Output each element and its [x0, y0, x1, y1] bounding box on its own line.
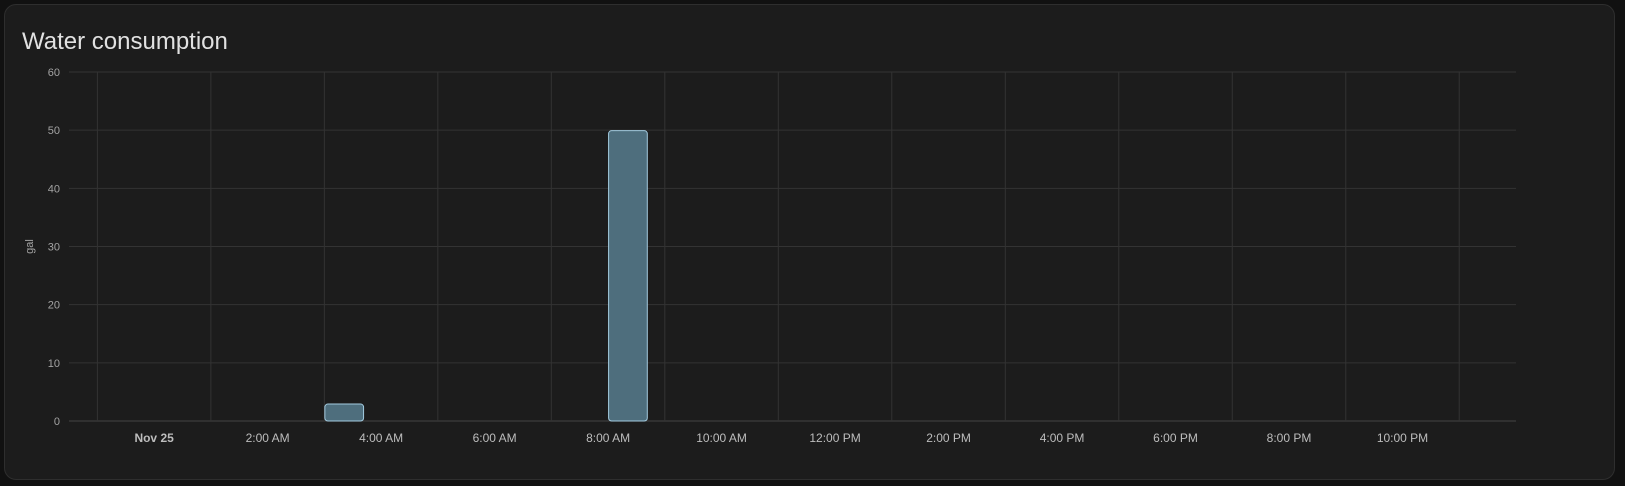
bar-chart: 0 10 20 30 40 50 60 Nov 25 2:00 AM 4:00 AM 6:00 A… — [24, 67, 1516, 445]
x-tick-label: 4:00 AM — [359, 431, 403, 445]
y-tick-label: 20 — [48, 300, 60, 312]
y-tick-label: 0 — [54, 416, 60, 428]
x-tick-label: 10:00 PM — [1377, 431, 1428, 445]
x-tick-label: 6:00 PM — [1153, 431, 1198, 445]
y-tick-label: 10 — [48, 358, 60, 370]
y-tick-label: 50 — [48, 125, 60, 137]
bar[interactable] — [608, 130, 648, 422]
card-title: Water consumption — [22, 28, 228, 55]
x-tick-label: 2:00 AM — [246, 431, 290, 445]
y-tick-label: 60 — [48, 67, 60, 79]
y-axis-ticks: 0 10 20 30 40 50 60 — [48, 67, 60, 428]
y-tick-label: 40 — [48, 183, 60, 195]
y-tick-label: 30 — [48, 242, 60, 254]
grid-lines — [69, 71, 1516, 422]
x-tick-label: 2:00 PM — [926, 431, 971, 445]
x-tick-label: 12:00 PM — [809, 431, 860, 445]
y-axis-label: gal — [24, 239, 36, 254]
x-tick-label: 8:00 PM — [1267, 431, 1312, 445]
bar[interactable] — [324, 403, 365, 422]
x-tick-label: 4:00 PM — [1040, 431, 1085, 445]
x-tick-label: 8:00 AM — [586, 431, 630, 445]
bars — [324, 130, 648, 422]
x-tick-label: 10:00 AM — [696, 431, 747, 445]
x-tick-label: Nov 25 — [134, 431, 174, 445]
water-consumption-card: Water consumption 0 10 20 30 40 50 60 Nov 25 2:… — [4, 4, 1615, 480]
x-tick-label: 6:00 AM — [473, 431, 517, 445]
x-axis-ticks: Nov 25 2:00 AM 4:00 AM 6:00 AM 8:00 AM 10:00 … — [134, 431, 1428, 445]
